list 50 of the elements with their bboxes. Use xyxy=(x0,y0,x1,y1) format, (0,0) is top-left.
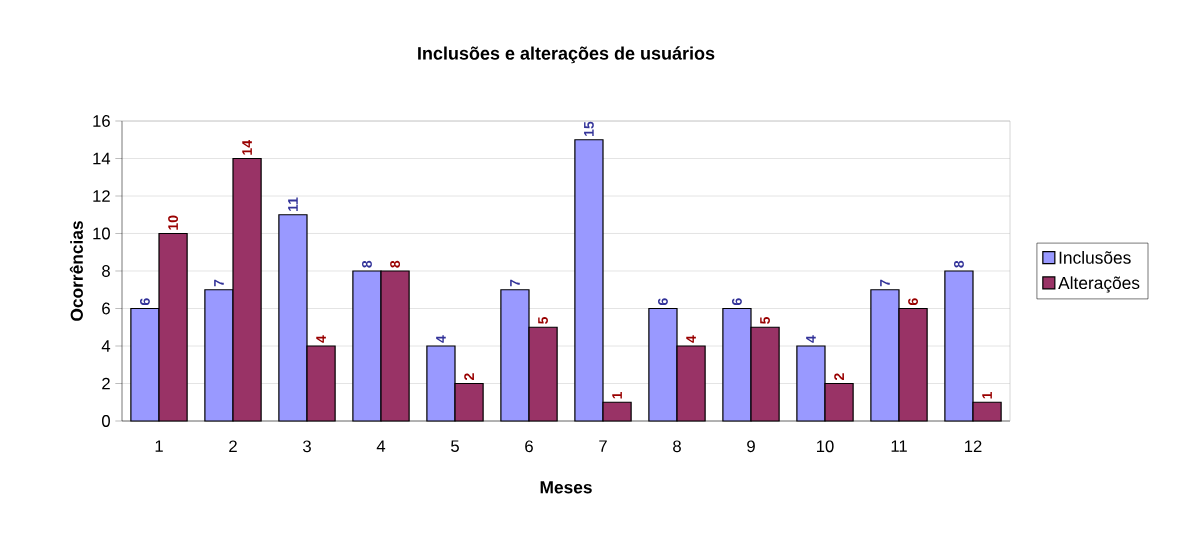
data-label: 6 xyxy=(908,298,919,306)
data-label: 7 xyxy=(880,279,890,287)
data-label: 7 xyxy=(510,279,520,287)
legend-label: Inclusões xyxy=(1059,251,1131,264)
x-tick-label: 6 xyxy=(525,440,533,453)
y-tick-label: 12 xyxy=(93,190,110,202)
y-tick-label: 4 xyxy=(101,340,111,352)
x-tick-label: 10 xyxy=(817,440,834,453)
x-tick-label: 9 xyxy=(747,440,755,453)
x-tick-label: 12 xyxy=(965,440,982,453)
data-label: 8 xyxy=(954,260,964,268)
data-label: 8 xyxy=(362,260,372,268)
data-label: 6 xyxy=(658,298,668,306)
data-label: 4 xyxy=(316,335,326,343)
legend-label: Alterações xyxy=(1058,276,1140,293)
data-label: 15 xyxy=(584,121,594,136)
data-label: 11 xyxy=(288,197,298,211)
data-label: 2 xyxy=(834,373,844,381)
x-tick-label: 8 xyxy=(673,440,681,453)
x-tick-label: 2 xyxy=(229,440,237,453)
x-tick-label: 11 xyxy=(891,440,907,452)
data-label: 1 xyxy=(982,391,992,399)
data-label: 2 xyxy=(464,373,474,381)
data-label: 4 xyxy=(436,335,446,343)
y-tick-label: 6 xyxy=(102,302,110,315)
data-label: 4 xyxy=(806,335,816,343)
x-tick-label: 3 xyxy=(303,440,311,453)
y-tick-label: 0 xyxy=(102,415,110,427)
x-axis-title: Meses xyxy=(540,481,592,494)
data-label: 1 xyxy=(612,391,622,399)
x-tick-label: 1 xyxy=(155,440,163,452)
chart-title: Inclusões e alterações de usuários xyxy=(418,46,715,64)
data-label: 10 xyxy=(168,215,179,230)
y-tick-label: 10 xyxy=(93,227,110,240)
data-label: 7 xyxy=(214,279,224,287)
y-tick-label: 16 xyxy=(93,115,110,127)
data-label: 8 xyxy=(390,260,401,268)
y-axis-title: Ocorrências xyxy=(69,221,83,321)
data-label: 5 xyxy=(760,316,770,324)
data-label: 4 xyxy=(686,335,696,343)
data-label: 14 xyxy=(242,140,252,155)
x-tick-label: 5 xyxy=(451,440,459,453)
y-tick-label: 2 xyxy=(102,377,110,390)
data-label: 6 xyxy=(732,298,742,306)
y-tick-label: 14 xyxy=(93,152,111,165)
x-tick-label: 7 xyxy=(599,440,607,452)
x-tick-label: 4 xyxy=(376,440,386,452)
data-label: 5 xyxy=(538,316,548,324)
y-tick-label: 8 xyxy=(102,265,110,277)
data-label: 6 xyxy=(140,298,150,306)
